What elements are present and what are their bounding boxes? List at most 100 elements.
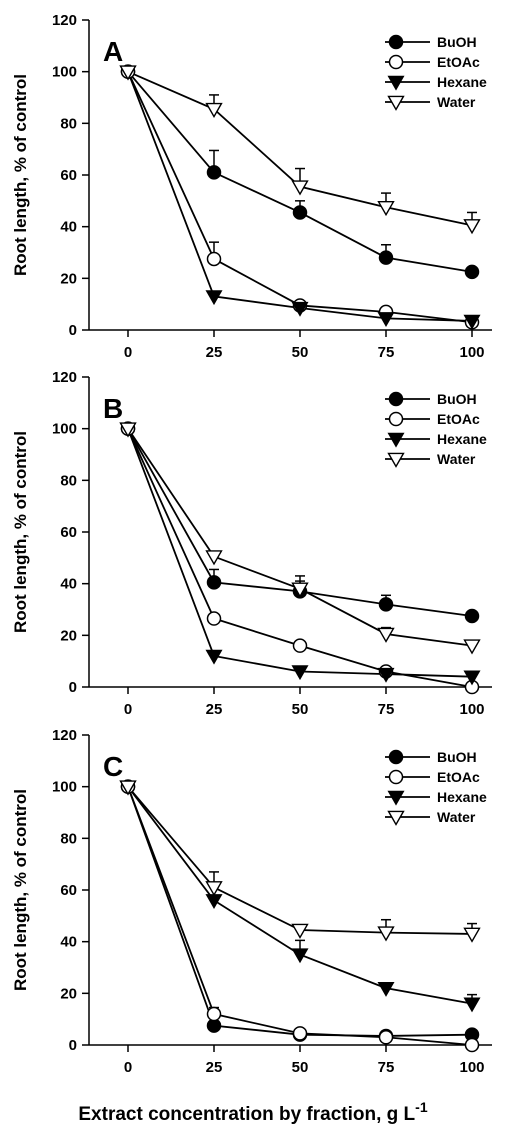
panel-label: C [103,751,123,782]
data-point-water [119,780,137,796]
legend-label-water: Water [437,94,476,110]
legend-marker-water [387,810,405,826]
data-point-buoh [464,264,480,280]
data-point-etoac [292,1026,308,1041]
x-tick-label: 0 [124,1059,132,1076]
y-tick-label: 60 [60,524,77,541]
x-tick-label: 75 [378,344,395,361]
legend-marker-etoac [388,769,404,785]
y-tick-label: 80 [60,115,77,132]
x-tick-label: 50 [292,1059,309,1076]
legend-marker-buoh [388,391,404,407]
data-point-hexane [205,649,223,665]
chart-panel-a: 0 20 40 60 80 100 120 0 25 50 75 100 Root length, % … [11,12,492,361]
series-line-hexane [127,71,473,322]
y-tick-label: 100 [52,779,77,796]
data-point-water [205,550,223,566]
data-point-water [377,627,395,643]
legend-label-etoac: EtOAc [437,411,480,427]
y-tick-label: 20 [60,627,77,644]
y-tick-label: 120 [52,369,77,386]
data-point-buoh [292,205,308,220]
y-tick-label: 80 [60,472,77,489]
series-line-water [127,428,473,647]
y-tick-label: 0 [69,679,77,696]
data-point-water [119,422,137,438]
legend-marker-buoh [388,749,404,765]
legend-marker-etoac [388,411,404,427]
data-point-etoac [206,1006,222,1022]
series-line-water [127,786,473,935]
y-tick-label: 40 [60,934,77,951]
legend-marker-hexane [387,790,405,806]
y-tick-label: 60 [60,167,77,184]
y-tick-label: 120 [52,727,77,744]
data-point-hexane [463,670,481,686]
data-point-hexane [205,290,223,306]
y-tick-label: 120 [52,12,77,29]
data-point-buoh [464,608,480,624]
panel-label: A [103,36,123,67]
data-point-water [463,219,481,235]
data-point-water [377,200,395,217]
data-point-hexane [463,314,481,330]
legend-label-water: Water [437,451,476,467]
legend-marker-hexane [387,75,405,91]
x-tick-label: 0 [124,344,132,361]
legend-marker-buoh [388,34,404,50]
x-axis-title-text: Extract concentration by fraction, g L [78,1104,415,1125]
series-line-etoac [127,786,473,1046]
x-tick-label: 25 [206,1059,223,1076]
y-axis-title: Root length, % of control [11,431,30,633]
x-tick-label: 100 [459,344,484,361]
chart-panel-c: 0 20 40 60 80 100 120 0 25 50 75 100 Root length, % … [11,727,492,1076]
data-point-water [119,65,137,81]
x-tick-label: 75 [378,1059,395,1076]
x-tick-label: 100 [459,1059,484,1076]
data-point-hexane [377,981,395,997]
y-axis-title: Root length, % of control [11,789,30,991]
legend-label-buoh: BuOH [437,391,477,407]
data-point-hexane [377,312,395,328]
data-point-buoh [206,165,222,180]
series-line-etoac [127,71,473,324]
y-tick-label: 40 [60,576,77,593]
y-axis-title: Root length, % of control [11,74,30,276]
data-point-buoh [378,597,394,612]
panel-label: B [103,393,123,424]
data-point-hexane [463,997,481,1013]
data-point-water [291,923,309,939]
data-point-water [291,180,309,196]
x-tick-label: 25 [206,701,223,718]
x-tick-label: 75 [378,701,395,718]
x-tick-label: 100 [459,701,484,718]
data-point-hexane [291,301,309,317]
series-line-hexane [127,786,473,1005]
y-tick-label: 60 [60,882,77,899]
data-point-water [463,927,481,943]
chart-panel-b: 0 20 40 60 80 100 120 0 25 50 75 100 Root length, % … [11,369,492,718]
x-tick-label: 50 [292,344,309,361]
y-tick-label: 100 [52,64,77,81]
legend-marker-hexane [387,432,405,448]
data-point-hexane [291,665,309,681]
data-point-water [377,926,395,942]
series-line-buoh [127,786,473,1037]
legend-label-hexane: Hexane [437,789,487,805]
data-point-water [205,102,223,119]
data-point-etoac [464,1037,480,1053]
data-point-hexane [377,667,395,683]
data-point-etoac [206,251,222,267]
legend-marker-water [387,452,405,468]
data-point-etoac [378,1030,394,1045]
legend-label-etoac: EtOAc [437,769,480,785]
x-axis-title-exponent: -1 [415,1099,428,1115]
y-tick-label: 20 [60,270,77,287]
legend-marker-etoac [388,54,404,70]
y-tick-label: 100 [52,421,77,438]
y-tick-label: 80 [60,830,77,847]
legend-label-hexane: Hexane [437,431,487,447]
x-axis-title: Extract concentration by fraction, g L-1 [78,1099,427,1125]
x-tick-label: 0 [124,701,132,718]
